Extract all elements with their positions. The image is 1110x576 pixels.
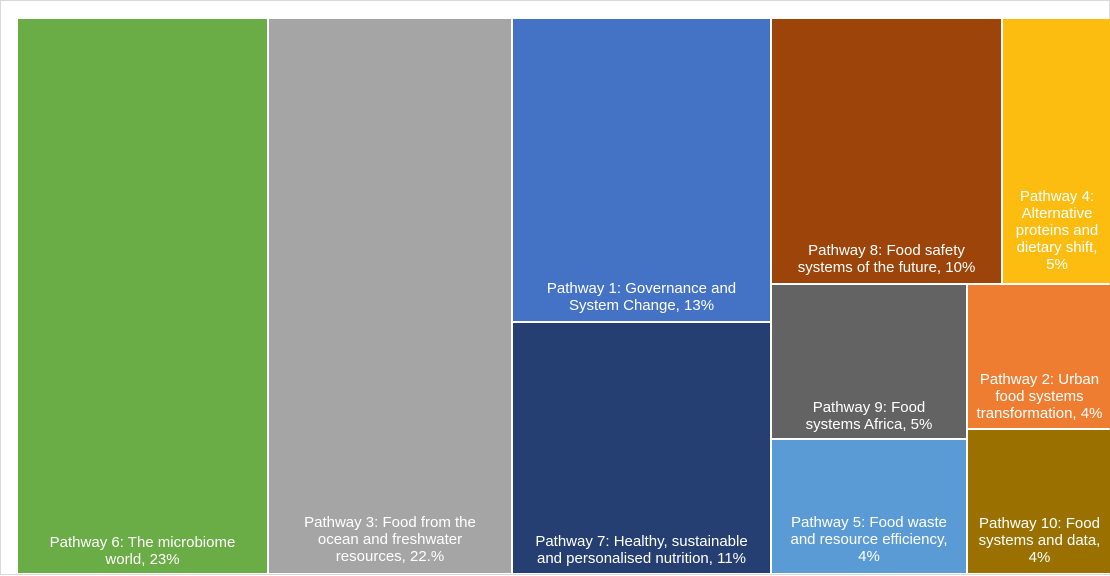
treemap-tile-label-line: Pathway 4:	[1020, 188, 1094, 205]
treemap-tile-label-line: Pathway 1: Governance and	[547, 280, 736, 297]
treemap-tile-label-line: 5%	[1046, 256, 1068, 273]
treemap-tile-label-line: transformation, 4%	[977, 405, 1103, 422]
treemap-tile-label-line: Pathway 3: Food from the	[304, 514, 476, 531]
treemap-tile-rect	[18, 19, 267, 573]
treemap-tile-label-line: System Change, 13%	[569, 297, 714, 314]
treemap-tile-label-line: world, 23%	[104, 551, 179, 568]
treemap-tile-label-line: systems Africa, 5%	[806, 416, 933, 433]
treemap-tile-7: Pathway 9: Food systems Africa, 5%	[772, 285, 966, 438]
treemap-tile-label-line: food systems	[995, 388, 1083, 405]
treemap-tile-label-line: resources, 22.%	[336, 548, 444, 565]
treemap-tile-label-line: Pathway 5: Food waste	[791, 514, 947, 531]
treemap-tile-label-line: 4%	[858, 548, 880, 565]
treemap-tile-label-line: and resource efficiency,	[790, 531, 947, 548]
treemap-tile-label: Pathway 2: Urban food systems transformati…	[977, 371, 1103, 422]
treemap-tile-label: Pathway 10: Food systems and data, 4%	[979, 515, 1101, 566]
treemap-tile-rect	[269, 19, 511, 573]
treemap-tile-label: Pathway 7: Healthy, sustainable and perso…	[535, 533, 747, 567]
treemap-tile-label-line: ocean and freshwater	[318, 531, 462, 548]
treemap-tile-label-line: Pathway 8: Food safety	[808, 242, 965, 259]
treemap-tile-rect	[772, 440, 966, 573]
treemap-tile-label-line: Pathway 2: Urban	[980, 371, 1099, 388]
treemap-tile-label: Pathway 9: Food systems Africa, 5%	[806, 399, 933, 433]
treemap-tile-rect	[772, 285, 966, 438]
treemap-tile-label-line: and personalised nutrition, 11%	[537, 550, 746, 567]
treemap-tile-label-line: Pathway 9: Food	[813, 399, 926, 416]
treemap-tile-6: Pathway 4: Alternative proteins and dietary…	[1003, 19, 1110, 283]
treemap-tile-label-line: Pathway 10: Food	[979, 515, 1100, 532]
treemap-tile-label-line: 4%	[1029, 549, 1051, 566]
treemap-tile-label-line: Pathway 6: The microbiome	[50, 534, 236, 551]
treemap-tile-5: Pathway 8: Food safety systems of the fut…	[772, 19, 1001, 283]
treemap-tile-9: Pathway 5: Food waste and resource effici…	[772, 440, 966, 573]
treemap-tile-2: Pathway 3: Food from the ocean and freshw…	[269, 19, 511, 573]
treemap-tile-rect	[968, 430, 1110, 573]
treemap-tile-rect	[513, 323, 770, 573]
treemap-tile-rect	[772, 19, 1001, 283]
treemap-tile-label-line: Pathway 7: Healthy, sustainable	[535, 533, 747, 550]
treemap-tile-8: Pathway 2: Urban food systems transformati…	[968, 285, 1110, 428]
treemap-tile-label: Pathway 6: The microbiome world, 23%	[50, 534, 236, 568]
treemap-tile-label: Pathway 4: Alternative proteins and dietary…	[1016, 188, 1099, 273]
treemap-tile-label: Pathway 3: Food from the ocean and freshw…	[304, 514, 476, 565]
treemap-tile-10: Pathway 10: Food systems and data, 4%	[968, 430, 1110, 573]
treemap-tile-label-line: systems and data,	[979, 532, 1101, 549]
treemap-tile-label-line: systems of the future, 10%	[798, 259, 976, 276]
treemap-tile-label: Pathway 5: Food waste and resource effici…	[790, 514, 947, 565]
treemap-tile-label-line: proteins and	[1016, 222, 1099, 239]
treemap-tile-4: Pathway 7: Healthy, sustainable and perso…	[513, 323, 770, 573]
treemap-tile-3: Pathway 1: Governance and System Change, …	[513, 19, 770, 321]
treemap-tile-1: Pathway 6: The microbiome world, 23%	[18, 19, 267, 573]
treemap-tile-rect	[1003, 19, 1110, 283]
treemap-tile-label-line: Alternative	[1022, 205, 1093, 222]
treemap-tile-label-line: dietary shift,	[1017, 239, 1098, 256]
treemap-tile-label: Pathway 8: Food safety systems of the fut…	[798, 242, 976, 276]
treemap-tile-label: Pathway 1: Governance and System Change, …	[547, 280, 736, 314]
treemap-tile-rect	[513, 19, 770, 321]
treemap-tile-rect	[968, 285, 1110, 428]
